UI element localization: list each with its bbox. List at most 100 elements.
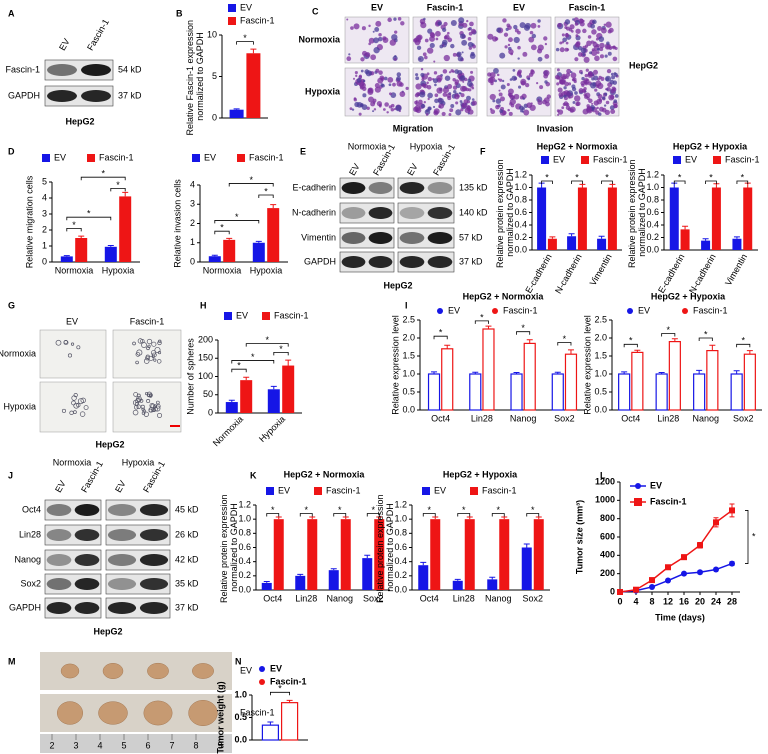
error-bar xyxy=(330,568,337,571)
sphere-cell xyxy=(151,341,157,347)
stained-cell xyxy=(598,112,602,116)
size-label: 135 kD xyxy=(459,182,488,192)
y-axis-label: Number of spheres xyxy=(185,338,195,415)
stained-cell xyxy=(356,77,362,83)
stained-cell xyxy=(575,34,579,38)
error-bar xyxy=(598,235,605,239)
stained-cell xyxy=(368,42,371,46)
blot-band xyxy=(107,504,137,516)
significance-label: * xyxy=(709,172,713,182)
stained-cell xyxy=(458,17,465,24)
y-tick-label: 0 xyxy=(208,407,213,417)
significance-bracket xyxy=(745,510,749,564)
stained-cell xyxy=(467,37,472,41)
sphere-cell xyxy=(71,395,77,401)
significance-bracket xyxy=(270,691,290,696)
y-tick-label: 800 xyxy=(600,513,615,523)
stained-cell xyxy=(544,80,548,84)
bar xyxy=(267,208,280,262)
stained-cell xyxy=(450,43,455,49)
stained-cell xyxy=(607,51,612,56)
bar xyxy=(487,579,498,590)
stained-cell xyxy=(427,106,432,111)
error-bar xyxy=(122,191,129,197)
panel-letter: I xyxy=(405,300,408,310)
stained-cell xyxy=(543,36,548,41)
legend-label: Fascin-1 xyxy=(99,152,134,162)
stained-cell xyxy=(595,37,599,41)
row-label: Normoxia xyxy=(0,348,36,358)
legend-label: EV xyxy=(270,663,282,673)
stained-cell xyxy=(425,113,429,116)
stained-cell xyxy=(384,102,389,107)
group-label: Invasion xyxy=(537,123,574,133)
panel-letter: J xyxy=(8,470,13,480)
y-tick-label: 4 xyxy=(190,179,195,189)
tumor xyxy=(102,663,124,679)
stained-cell xyxy=(376,101,382,107)
x-tick-label: 24 xyxy=(711,596,721,606)
significance-label: * xyxy=(116,180,120,190)
stained-cell xyxy=(468,88,472,92)
x-tick-label: Oct4 xyxy=(420,593,439,603)
chart: 0.0 0.2 0.4 0.6 0.8 1.0 1.2 HepG2 + Hypoxia Rela… xyxy=(627,141,759,295)
stained-cell xyxy=(396,76,401,82)
stained-cell xyxy=(591,102,594,105)
bar xyxy=(441,348,454,411)
bar xyxy=(547,238,557,250)
stained-cell xyxy=(614,94,619,98)
stained-cell xyxy=(575,102,580,107)
ruler-number: 3 xyxy=(73,740,78,750)
stained-cell xyxy=(499,78,503,82)
stained-cell xyxy=(592,69,598,75)
stained-cell xyxy=(557,113,560,116)
stained-cell xyxy=(421,77,425,81)
stained-cell xyxy=(415,73,419,77)
stained-cell xyxy=(495,98,502,104)
significance-bracket xyxy=(422,513,436,517)
stained-cell xyxy=(502,79,505,83)
x-tick-label: Normoxia xyxy=(203,265,242,275)
x-tick-label: 16 xyxy=(679,596,689,606)
stained-cell xyxy=(583,93,587,97)
y-tick-label: 0.5 xyxy=(402,386,415,396)
y-tick-label: 3 xyxy=(190,199,195,209)
error-bar xyxy=(634,349,641,353)
error-bar xyxy=(746,350,753,355)
stained-cell xyxy=(556,82,560,86)
ruler-number: 9 xyxy=(217,740,222,750)
stained-cell xyxy=(346,56,352,62)
error-bar xyxy=(579,183,586,188)
x-axis-label: Time (days) xyxy=(655,612,705,622)
sphere-cell xyxy=(154,405,161,412)
stained-cell xyxy=(433,60,436,63)
stained-cell xyxy=(591,77,595,81)
stained-cell xyxy=(599,47,604,52)
stained-cell xyxy=(598,36,605,42)
bar xyxy=(533,519,544,590)
significance-bracket xyxy=(433,335,448,340)
error-bar xyxy=(733,236,740,239)
sphere-cell xyxy=(137,338,144,344)
stained-cell xyxy=(436,87,443,94)
stained-cell xyxy=(519,22,526,29)
sphere-cell xyxy=(83,405,89,411)
y-tick-label: 2 xyxy=(190,218,195,228)
stained-cell xyxy=(420,22,427,29)
y-tick-label: 1.2 xyxy=(238,499,251,509)
error-bar xyxy=(275,516,282,520)
panel-letter: D xyxy=(8,146,15,156)
blot-band xyxy=(107,578,137,590)
stained-cell xyxy=(573,79,577,84)
y-axis-label: Tumor size (mm³) xyxy=(574,500,584,574)
y-axis-label: Relative expression level xyxy=(582,315,592,415)
stained-cell xyxy=(387,76,394,83)
error-bar xyxy=(485,325,492,329)
x-tick-label: Sox2 xyxy=(363,593,384,603)
bar xyxy=(119,196,132,262)
y-axis-label: Relative protein expression normalized t… xyxy=(627,157,647,268)
stained-cell xyxy=(448,71,452,74)
